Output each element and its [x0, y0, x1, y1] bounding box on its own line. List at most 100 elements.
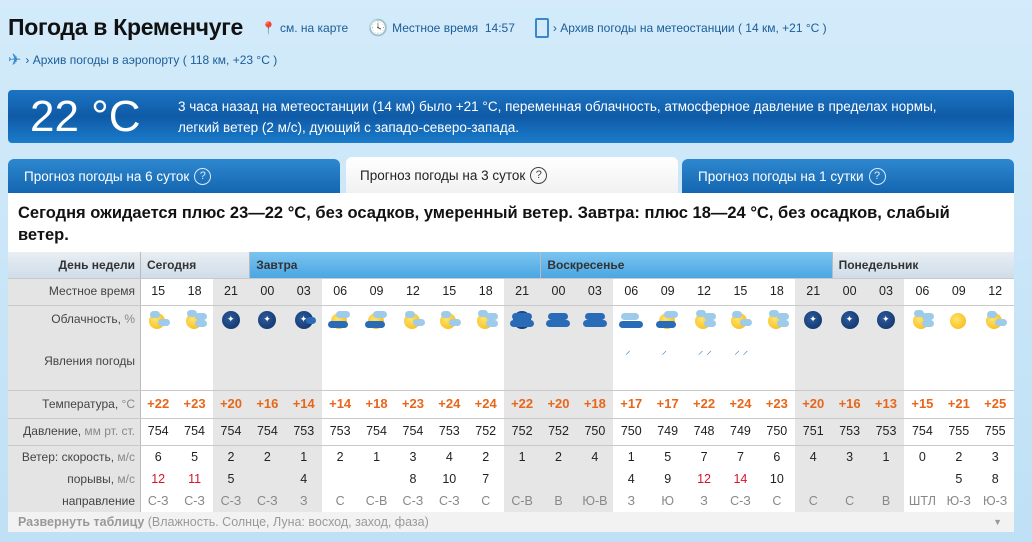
moon-shape — [221, 311, 240, 329]
cloud-shape — [364, 321, 385, 328]
icons-cell: ⸝ — [613, 305, 649, 390]
wind-speed: 3 — [846, 450, 854, 464]
cloud-shape — [305, 317, 316, 324]
tab-1-day[interactable]: Прогноз погоды на 1 сутки? — [682, 159, 1014, 193]
wind-speed: 5 — [191, 450, 199, 464]
cloud-shape — [512, 313, 533, 320]
help-icon[interactable]: ? — [868, 167, 886, 185]
cloud-shape — [441, 311, 452, 318]
overcast-dark-icon — [582, 309, 607, 331]
label-day: День недели — [8, 252, 140, 278]
cloud-shape — [704, 320, 717, 327]
wind-gust — [831, 468, 867, 490]
press-cell: 754 — [402, 424, 424, 438]
sun-clouds-icon — [765, 309, 789, 331]
tab-6-days[interactable]: Прогноз погоды на 6 суток? — [8, 159, 340, 193]
tab-label: Прогноз погоды на 3 суток — [360, 167, 526, 183]
icons-cell — [759, 305, 795, 390]
temp-cell: +14 — [285, 390, 322, 418]
day-header: Понедельник — [831, 252, 1014, 278]
sun-shape — [949, 313, 966, 329]
sun-cloud-icon — [401, 309, 425, 331]
wind-gust: 12 — [697, 472, 711, 486]
press-cell: 748 — [693, 424, 715, 438]
wind-gust: 14 — [733, 472, 748, 486]
airport-archive-link[interactable]: ✈ › Архив погоды в аэропорту ( 118 км, +2… — [8, 50, 277, 70]
cloud-shape — [696, 310, 707, 317]
time-cell: 18 — [769, 284, 784, 298]
station-archive-link[interactable]: › Архив погоды на метеостанции ( 14 км, … — [534, 17, 827, 38]
wind-direction: С-З — [438, 494, 460, 508]
wind-speed: 5 — [664, 450, 672, 464]
time-cell: 18 — [187, 284, 202, 298]
partly-cloudy-icon — [655, 309, 680, 331]
temp-cell: +23 — [401, 396, 424, 411]
press-cell: 754 — [147, 424, 169, 438]
map-link[interactable]: 📍 см. на карте — [261, 21, 348, 35]
clock-icon: 🕓 — [368, 19, 389, 37]
row-divider — [8, 418, 1014, 419]
time-cell: 03 — [285, 278, 322, 305]
icons-cell — [867, 305, 905, 390]
partly-cloudy-icon — [328, 309, 352, 331]
icons-cell — [904, 305, 940, 390]
cloud-shape — [485, 313, 498, 320]
time-cell: 09 — [951, 284, 966, 298]
wind-gust — [249, 468, 285, 490]
overcast-dark-icon — [546, 309, 571, 331]
light-rain-icon: ⸝ — [625, 345, 634, 357]
cloud-shape — [336, 311, 351, 318]
cloud-shape — [995, 319, 1008, 326]
label-gust: порывы, м/с — [8, 468, 135, 490]
label-pressure-text: Давление, — [23, 424, 82, 438]
label-gust-unit: м/с — [117, 472, 135, 486]
sun-cloud-icon — [728, 309, 753, 331]
icons-cell — [249, 305, 286, 390]
wind-direction: Ю-З — [946, 494, 971, 508]
cloud-shape — [150, 311, 161, 318]
expand-table-link[interactable]: Развернуть таблицу (Влажность. Солнце, Л… — [8, 512, 1014, 532]
press-cell: 754 — [366, 424, 387, 438]
icons-cell: ⸝ — [649, 305, 685, 390]
forecast-table: День недели Местное время Облачность, % Я… — [8, 252, 1014, 532]
chevron-down-icon: ▼ — [993, 517, 1002, 527]
rain-icon: ⸝⸝ — [697, 345, 715, 357]
wind-cell: 6 12 С-З — [140, 445, 176, 512]
expand-label: Развернуть таблицу — [18, 515, 145, 529]
help-icon[interactable]: ? — [530, 166, 548, 184]
cloud-shape — [158, 319, 171, 326]
icons-cell — [977, 305, 1013, 390]
tab-3-days[interactable]: Прогноз погоды на 3 суток? — [346, 157, 678, 193]
label-temp: Температура, °C — [8, 390, 140, 418]
wind-gust: 5 — [227, 472, 235, 486]
cloud-shape — [186, 310, 197, 317]
temp-cell: +23 — [765, 396, 788, 411]
expand-details: (Влажность. Солнце, Луна: восход, заход,… — [147, 515, 429, 529]
cloud-shape — [328, 321, 349, 328]
press-cell: 752 — [540, 418, 577, 445]
wind-cell: 7 14 С-З — [722, 445, 758, 512]
row-icons: ⸝⸝⸝⸝⸝⸝ — [140, 305, 1013, 390]
press-cell: 749 — [730, 424, 751, 438]
icons-cell — [831, 305, 868, 390]
wind-direction: С — [335, 494, 345, 508]
cloud-shape — [740, 319, 753, 326]
label-cloud-text: Облачность, — [51, 312, 121, 326]
light-rain-icon: ⸝ — [661, 345, 670, 357]
rain-icon: ⸝⸝ — [734, 345, 752, 357]
cloud-shape — [922, 313, 935, 320]
help-icon[interactable]: ? — [194, 167, 212, 185]
cloud-shape — [732, 311, 743, 318]
wind-speed: 0 — [918, 450, 926, 464]
sun-cloud-icon — [983, 309, 1008, 331]
press-cell: 753 — [329, 424, 351, 438]
row-divider — [8, 390, 1014, 391]
icons-cell — [285, 305, 322, 390]
wind-gust — [868, 468, 904, 490]
row-divider — [8, 445, 1014, 446]
wind-cell: 1 4 З — [285, 445, 322, 512]
wind-speed: 2 — [482, 450, 490, 464]
wind-speed: 2 — [555, 450, 562, 464]
press-cell: 753 — [831, 418, 868, 445]
